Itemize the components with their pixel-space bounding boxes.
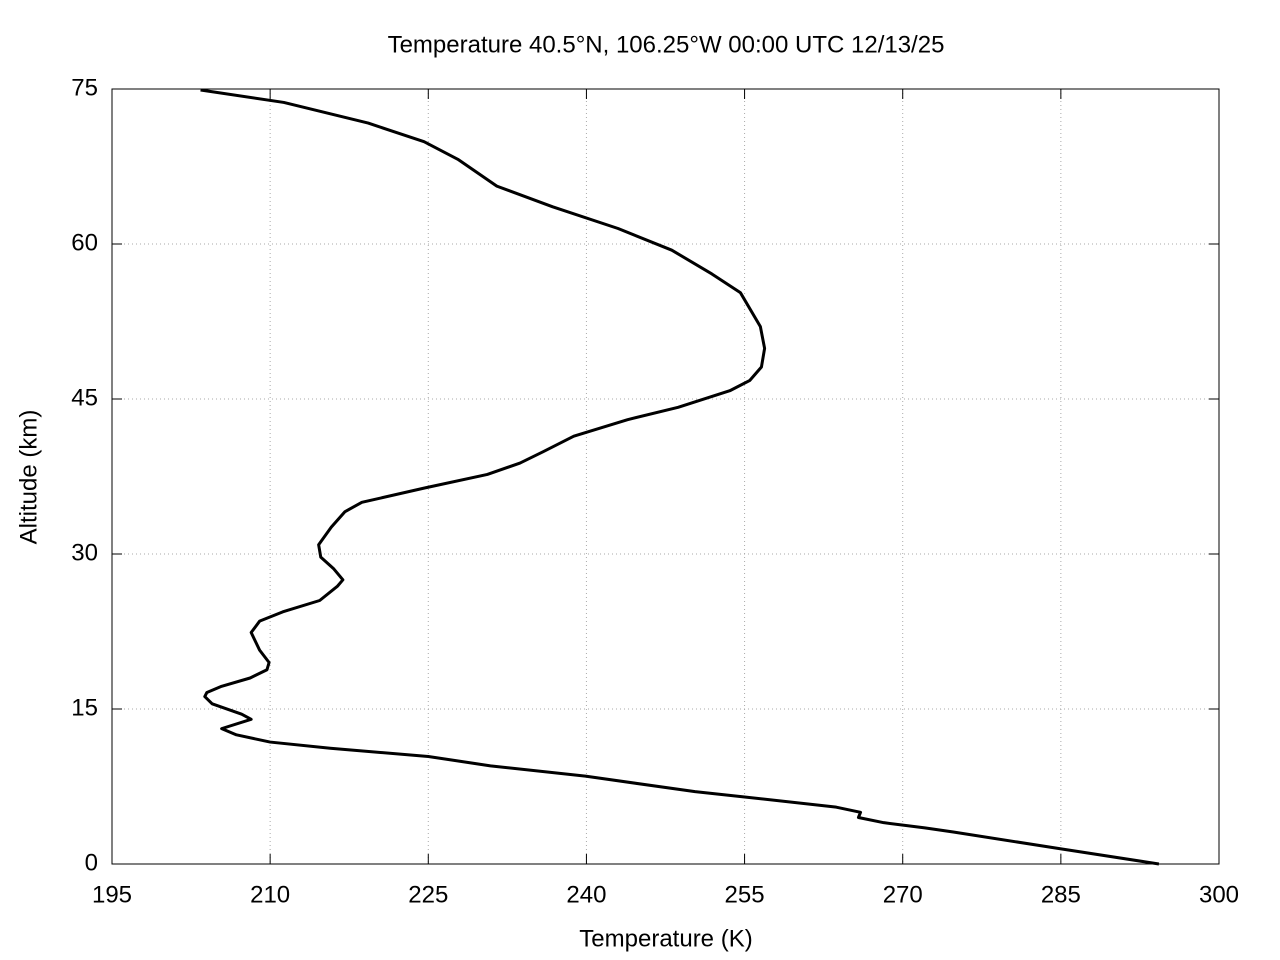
x-tick-label: 270 [883,881,923,908]
y-tick-label: 0 [85,849,98,876]
y-tick-label: 60 [71,229,98,256]
y-axis-label: Altitude (km) [15,410,42,545]
y-tick-label: 30 [71,539,98,566]
y-tick-label: 45 [71,384,98,411]
x-tick-label: 195 [92,881,132,908]
x-tick-label: 255 [725,881,765,908]
x-tick-label: 285 [1041,881,1081,908]
x-tick-label: 210 [250,881,290,908]
profile-line [200,88,1160,866]
y-tick-label: 15 [71,694,98,721]
plot-frame [111,88,1220,865]
y-tick-label: 75 [71,74,98,101]
chart-title: Temperature 40.5°N, 106.25°W 00:00 UTC 1… [388,31,945,58]
x-axis-label: Temperature (K) [579,925,752,952]
x-tick-label: 240 [566,881,606,908]
x-tick-label: 225 [408,881,448,908]
x-tick-label: 300 [1199,881,1239,908]
